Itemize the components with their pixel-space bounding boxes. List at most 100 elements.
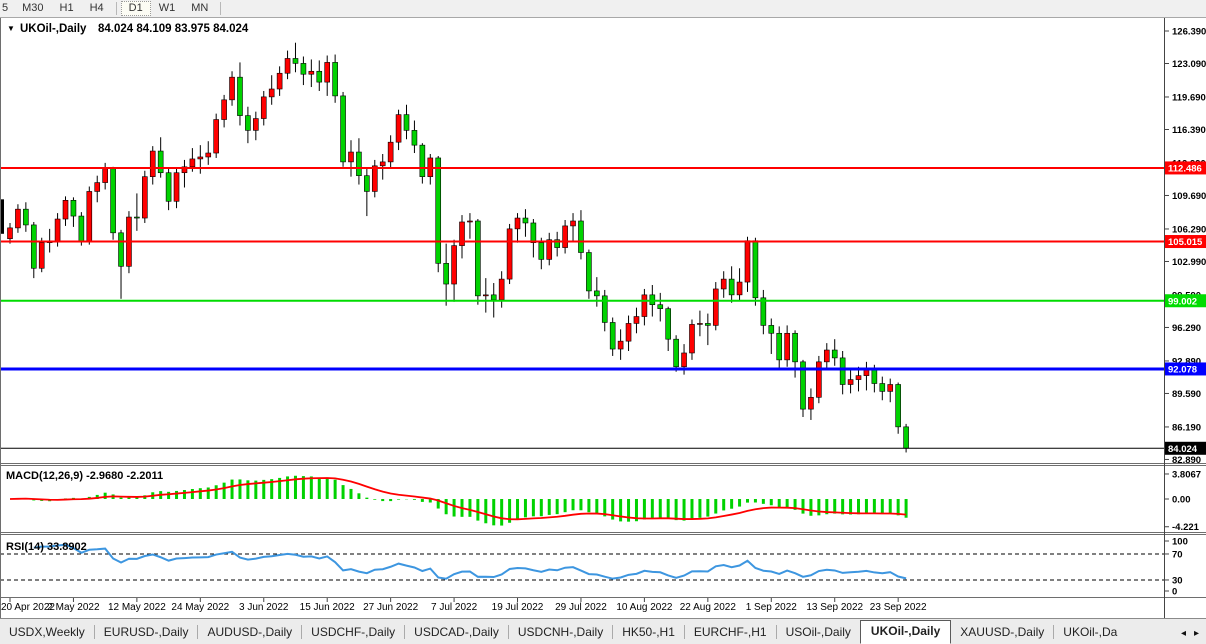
candle [459,221,465,246]
candle [546,239,553,260]
candle [514,217,521,230]
candle [395,114,402,143]
candle [522,217,529,224]
tab-ukoil-da[interactable]: UKOil-,Da [1063,625,1118,639]
candle [110,168,116,234]
date-label: 12 May 2022 [108,602,166,613]
candle [712,288,719,326]
rsi-tick-label: 70 [1172,549,1183,560]
tab-usdcad-daily[interactable]: USDCAD-,Daily [414,625,499,639]
timeframe-button-5[interactable]: 5 [2,2,9,14]
tab-usdchf-daily[interactable]: USDCHF-,Daily [311,625,396,639]
symbol-dropdown-icon[interactable]: ▼ [7,24,15,33]
candle [15,208,21,229]
macd-tick-label: -4.221 [1172,522,1200,533]
price-badge [1165,294,1206,308]
candle [118,232,124,267]
candle [665,308,671,340]
candle [142,176,148,219]
candle [728,278,735,296]
tab-hk50-h1[interactable]: HK50-,H1 [622,625,675,639]
timeframe-button-mn[interactable]: MN [191,2,209,14]
rsi-label: RSI(14) 33.8902 [6,541,87,553]
candle [62,200,69,220]
candle [490,294,497,301]
candle [324,62,331,83]
toolbar-separator [115,2,117,15]
tab-separator [93,625,95,639]
tab-usoil-daily[interactable]: USOil-,Daily [785,625,851,639]
candle [102,168,108,183]
candle [443,263,449,285]
price-tick-label: 109.690 [1172,191,1206,202]
candle [839,357,846,385]
candle [744,240,751,283]
candle [30,224,37,269]
price-tick-label: 82.890 [1172,455,1201,466]
date-label: 3 Jun 2022 [239,602,289,613]
date-label: 15 Jun 2022 [300,602,355,613]
price-tick-label: 89.590 [1172,389,1201,400]
timeframe-button-m30[interactable]: M30 [22,2,44,14]
candle [760,297,767,326]
candle [403,114,410,131]
date-label: 10 Aug 2022 [616,602,673,613]
candle [245,115,251,131]
candle [157,150,164,174]
candle [601,295,608,323]
candle [831,349,838,359]
timeframe-button-w1[interactable]: W1 [158,2,176,14]
tab-eurchf-h1[interactable]: EURCHF-,H1 [693,625,767,639]
price-tick-label: 126.390 [1172,26,1206,37]
candle [681,352,687,368]
tab-scroll-right-icon[interactable]: ▸ [1193,628,1199,639]
candle [887,384,894,392]
tab-eurusd-daily[interactable]: EURUSD-,Daily [103,625,189,639]
macd-tick-label: 3.8067 [1172,469,1201,480]
candle [689,324,695,354]
tab-audusd-daily[interactable]: AUDUSD-,Daily [207,625,293,639]
chart-symbol-label: UKOil-,Daily [20,23,87,35]
candle [736,281,743,296]
candle [800,361,806,410]
candle [332,62,338,97]
rsi-tick-label: 0 [1172,587,1177,598]
candle [720,278,727,290]
tab-scroll-left-icon[interactable]: ◂ [1180,628,1186,639]
tab-xauusd-daily[interactable]: XAUUSD-,Daily [960,625,1045,639]
candle [213,119,219,154]
candle [205,152,212,158]
candle [879,383,886,392]
date-label: 22 Aug 2022 [680,602,737,613]
tab-separator [1053,625,1055,639]
candle [229,76,235,101]
candle [292,58,299,64]
candle [435,157,442,264]
candle [237,76,243,116]
tab-usdx-weekly[interactable]: USDX,Weekly [9,625,85,639]
tab-usdcnh-daily[interactable]: USDCNH-,Daily [517,625,604,639]
candle [94,182,101,192]
candle [609,322,616,350]
symbol-tabbar: USDX,Weekly EURUSD-,Daily AUDUSD-,Daily USD… [0,618,1206,644]
timeframe-button-d1[interactable]: D1 [120,1,151,16]
candle [538,242,545,260]
candle [451,245,457,285]
candle [189,158,196,168]
candle [181,166,188,174]
candle [173,172,180,202]
candle [340,95,346,163]
date-label: 20 Apr 2022 [1,602,55,613]
candle [530,222,537,243]
timeframe-button-h4[interactable]: H4 [89,2,104,14]
candle [506,228,513,280]
candle [633,316,640,324]
candle [356,151,362,176]
price-badge [1165,161,1206,175]
tab-ukoil-daily[interactable]: UKOil-,Daily [859,620,952,644]
timeframe-button-h1[interactable]: H1 [59,2,74,14]
candle [276,72,283,90]
candle [863,369,870,376]
